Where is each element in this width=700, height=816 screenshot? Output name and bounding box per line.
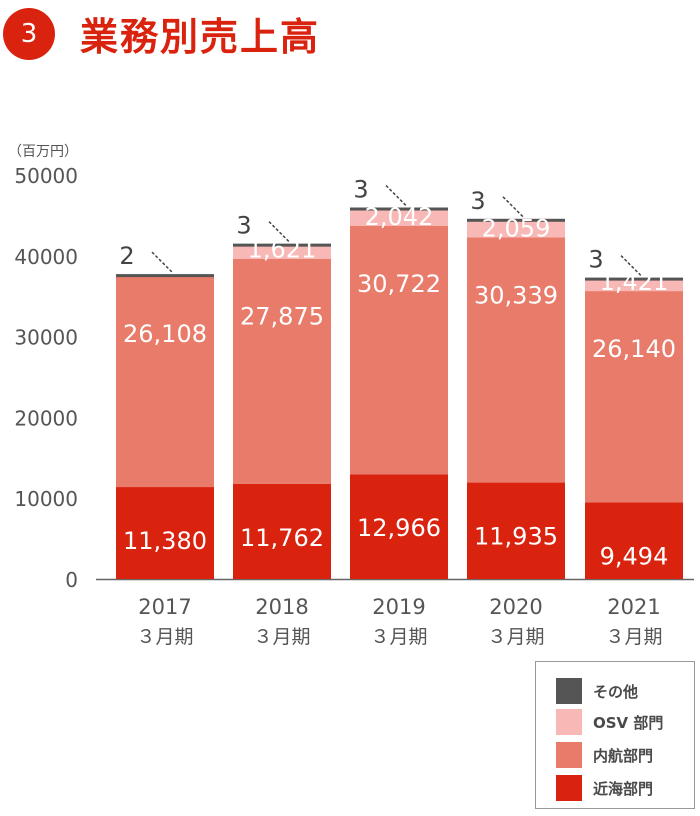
data-label-domestic: 26,140 <box>592 335 676 363</box>
data-label-domestic: 27,875 <box>240 303 324 331</box>
data-label-other: 3 <box>470 187 485 215</box>
x-tick-label-period: ３月期 <box>487 626 544 648</box>
data-label-nearsea: 11,935 <box>474 523 558 551</box>
legend-label-nearsea: 近海部門 <box>593 780 654 798</box>
data-label-nearsea: 12,966 <box>357 514 441 542</box>
x-tick-label-period: ３月期 <box>370 626 427 648</box>
x-tick-label-year: 2020 <box>489 595 542 619</box>
bar-segment-nearsea <box>467 482 565 579</box>
bar-segment-domestic <box>116 276 214 488</box>
data-label-other: 3 <box>588 246 603 274</box>
legend-swatch-nearsea <box>556 775 582 801</box>
data-label-nearsea: 11,762 <box>240 524 324 552</box>
x-tick-label-year: 2018 <box>255 595 308 619</box>
legend-label-other: その他 <box>593 683 639 701</box>
data-label-osv: 2,042 <box>365 203 434 231</box>
page-header: 3 業務別売上高 <box>0 0 700 70</box>
bar-segment-osv <box>233 245 331 259</box>
legend-swatch-domestic <box>556 742 582 768</box>
page-title: 業務別売上高 <box>80 15 321 59</box>
x-tick-label-period: ３月期 <box>136 626 193 648</box>
bar-segment-osv <box>585 279 683 292</box>
bar-segment-nearsea <box>585 502 683 579</box>
y-tick-label: 0 <box>65 568 78 592</box>
y-tick-label: 40000 <box>14 245 78 269</box>
legend-label-domestic: 内航部門 <box>593 747 654 765</box>
data-label-osv: 1,421 <box>600 268 669 296</box>
x-tick-label-year: 2017 <box>138 595 191 619</box>
bar-segment-other <box>585 277 683 281</box>
legend-label-osv: OSV 部門 <box>593 714 664 732</box>
bar-segment-other <box>350 207 448 211</box>
data-label-nearsea: 9,494 <box>600 542 669 570</box>
legend-swatch-osv <box>556 709 582 735</box>
y-axis-unit-label: （百万円） <box>8 144 78 160</box>
data-label-other: 2 <box>119 242 134 270</box>
leader-line-other <box>151 251 173 273</box>
bar-segment-osv <box>350 209 448 227</box>
x-tick-label-period: ３月期 <box>605 626 662 648</box>
data-label-domestic: 30,722 <box>357 270 441 298</box>
bar-segment-domestic <box>233 258 331 484</box>
bar-segment-other <box>233 243 331 247</box>
data-label-other: 3 <box>353 176 368 204</box>
bar-segment-nearsea <box>233 483 331 579</box>
data-label-osv: 2,059 <box>482 214 551 242</box>
bar-segment-other <box>467 218 565 222</box>
bar-segment-osv <box>467 220 565 238</box>
bar-segment-nearsea <box>116 487 214 579</box>
x-tick-label-year: 2019 <box>372 595 425 619</box>
data-label-domestic: 30,339 <box>474 281 558 309</box>
bar-segment-other <box>116 274 214 278</box>
legend-swatch-other <box>556 678 582 704</box>
section-number-badge: 3 <box>3 8 55 60</box>
data-label-osv: 1,621 <box>248 236 317 264</box>
y-tick-label: 20000 <box>14 406 78 430</box>
data-label-other: 3 <box>236 212 251 240</box>
y-tick-label: 30000 <box>14 326 78 350</box>
y-tick-label: 10000 <box>14 487 78 511</box>
y-tick-label: 50000 <box>14 164 78 188</box>
bar-segment-domestic <box>585 291 683 503</box>
bar-segment-domestic <box>350 226 448 475</box>
x-tick-label-period: ３月期 <box>253 626 310 648</box>
bar-segment-domestic <box>467 237 565 483</box>
bar-segment-nearsea <box>350 474 448 579</box>
x-tick-label-year: 2021 <box>607 595 660 619</box>
data-label-domestic: 26,108 <box>123 320 207 348</box>
chart-legend: その他 OSV 部門 内航部門 近海部門 <box>535 661 695 809</box>
data-label-nearsea: 11,380 <box>123 527 207 555</box>
